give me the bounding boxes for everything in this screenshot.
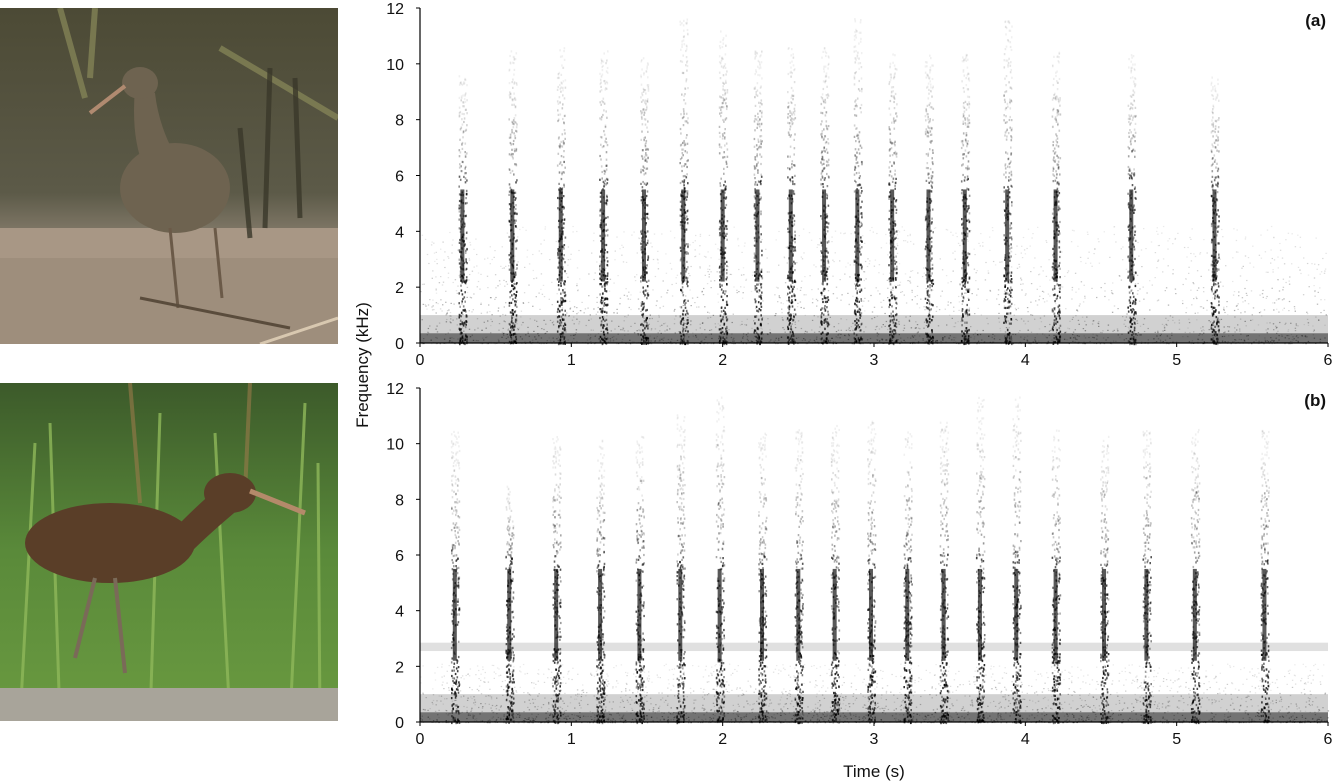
x-tick-label: 3 xyxy=(870,352,879,369)
y-tick-label: 6 xyxy=(395,548,404,565)
call-note xyxy=(450,430,461,725)
y-tick-label: 8 xyxy=(395,113,404,130)
x-tick-label: 5 xyxy=(1172,731,1181,748)
x-tick-label: 2 xyxy=(718,352,727,369)
y-tick-label: 10 xyxy=(386,57,404,74)
call-note xyxy=(505,485,515,724)
x-tick-label: 4 xyxy=(1021,731,1030,748)
call-note xyxy=(1127,54,1137,346)
call-note xyxy=(753,50,764,346)
call-note xyxy=(888,53,898,346)
y-tick-label: 4 xyxy=(395,604,404,621)
x-tick-label: 0 xyxy=(416,352,425,369)
x-axis-title: Time (s) xyxy=(843,762,905,781)
x-tick-label: 0 xyxy=(416,731,425,748)
y-tick-label: 2 xyxy=(395,659,404,676)
call-note xyxy=(1012,396,1022,724)
call-note xyxy=(1100,435,1110,725)
panel-label: (b) xyxy=(1304,391,1326,410)
clapper-rail-photo xyxy=(0,8,338,344)
call-note xyxy=(679,18,689,346)
x-tick-label: 5 xyxy=(1172,352,1181,369)
y-tick-label: 6 xyxy=(395,169,404,186)
call-note xyxy=(640,57,650,345)
call-note xyxy=(830,424,841,724)
call-note xyxy=(924,54,935,345)
y-tick-label: 0 xyxy=(395,715,404,732)
call-note xyxy=(1051,51,1062,345)
call-note xyxy=(975,396,986,724)
call-note xyxy=(758,432,768,723)
call-note xyxy=(715,396,726,723)
panel-label: (a) xyxy=(1305,11,1326,30)
x-tick-label: 6 xyxy=(1324,352,1333,369)
call-note xyxy=(1051,429,1062,725)
call-note xyxy=(458,75,468,346)
call-note xyxy=(939,421,950,725)
call-note xyxy=(676,414,686,725)
call-note xyxy=(960,53,971,346)
y-tick-label: 12 xyxy=(386,381,404,398)
y-tick-label: 4 xyxy=(395,224,404,241)
call-note xyxy=(599,50,609,346)
call-note xyxy=(508,50,518,345)
x-tick-label: 6 xyxy=(1324,731,1333,748)
y-tick-label: 8 xyxy=(395,492,404,509)
y-tick-label: 12 xyxy=(386,1,404,18)
harmonic-band xyxy=(420,642,1328,652)
x-tick-label: 1 xyxy=(567,352,576,369)
x-tick-label: 2 xyxy=(718,731,727,748)
call-note xyxy=(1142,430,1152,725)
call-note xyxy=(1210,76,1220,346)
call-note xyxy=(1190,428,1201,725)
call-note xyxy=(556,47,567,346)
x-tick-label: 1 xyxy=(567,731,576,748)
call-note xyxy=(853,18,863,345)
background-noise xyxy=(420,663,1330,724)
virginia-rail-photo xyxy=(0,383,338,721)
call-note xyxy=(596,439,606,725)
call-note xyxy=(867,420,877,724)
y-axis-title: Frequency (kHz) xyxy=(353,302,372,428)
call-note xyxy=(718,30,729,346)
y-tick-label: 10 xyxy=(386,437,404,454)
call-note xyxy=(552,436,562,725)
call-note xyxy=(786,47,797,345)
x-tick-label: 3 xyxy=(870,731,879,748)
background-noise xyxy=(420,225,1328,345)
call-note xyxy=(820,47,830,345)
call-note xyxy=(1003,20,1013,346)
call-note xyxy=(903,431,913,725)
call-note xyxy=(1260,429,1270,724)
y-tick-label: 2 xyxy=(395,280,404,297)
call-note xyxy=(635,435,645,725)
y-tick-label: 0 xyxy=(395,336,404,353)
x-tick-label: 4 xyxy=(1021,352,1030,369)
call-note xyxy=(794,429,804,725)
